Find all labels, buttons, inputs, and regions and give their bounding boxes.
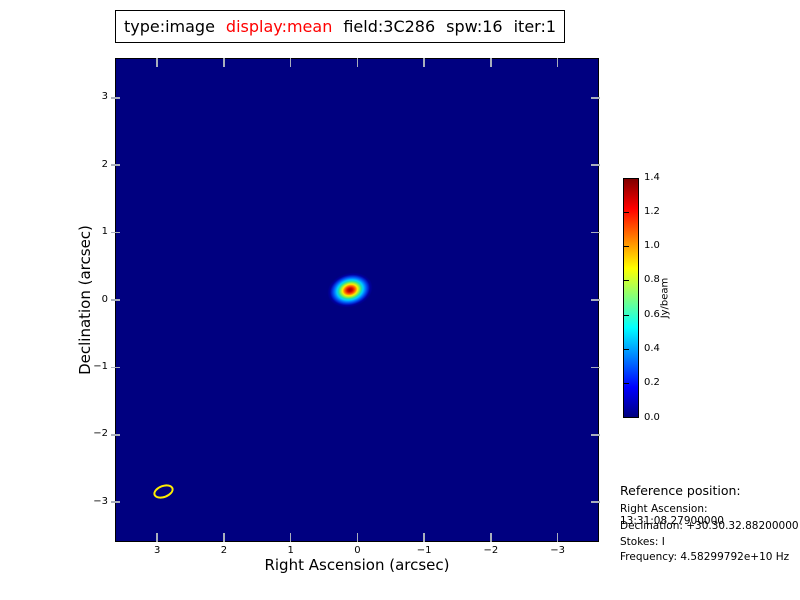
title-field: field:3C286 xyxy=(343,17,436,36)
title-iter: iter:1 xyxy=(513,17,557,36)
x-tick-mark-bottom xyxy=(289,533,292,542)
y-tick-mark-right xyxy=(591,366,600,369)
x-tick-mark-top xyxy=(423,58,425,67)
x-tick-label: 2 xyxy=(220,545,228,556)
beam-ellipse xyxy=(151,481,176,502)
x-tick-mark-bottom xyxy=(423,533,425,542)
colorbar-tick-label: 1.4 xyxy=(644,171,660,183)
x-axis-label: Right Ascension (arcsec) xyxy=(264,556,450,574)
y-tick-mark-left xyxy=(111,164,120,166)
source-blob-3c286 xyxy=(323,267,377,313)
colorbar-tick-label: 1.0 xyxy=(644,240,660,252)
colorbar-tick-mark xyxy=(624,383,629,385)
colorbar-tick-mark xyxy=(624,280,629,282)
title-display: display:mean xyxy=(225,17,333,36)
y-tick-mark-right xyxy=(591,299,600,301)
plot-title-box: type:image display:mean field:3C286 spw:… xyxy=(115,10,565,43)
reference-right-ascension: Right Ascension: 13:31:08.27900000 xyxy=(620,503,724,527)
x-tick-mark-top xyxy=(356,58,359,67)
colorbar-tick-mark xyxy=(624,348,629,351)
x-tick-mark-bottom xyxy=(156,533,158,542)
colorbar-unit-label: Jy/beam xyxy=(659,277,671,319)
reference-position-heading: Reference position: xyxy=(620,483,741,498)
colorbar-tick-mark xyxy=(624,314,629,316)
x-tick-mark-top xyxy=(156,58,158,67)
colorbar-tick-label: 0.0 xyxy=(644,411,660,423)
x-tick-mark-bottom xyxy=(556,533,559,542)
colorbar-tick-label: 0.8 xyxy=(644,274,660,286)
x-tick-mark-top xyxy=(289,58,292,67)
reference-frequency: Frequency: 4.58299792e+10 Hz xyxy=(620,551,790,563)
reference-declination: Declination: +30.30.32.88200000 xyxy=(620,520,799,532)
title-type: type:image xyxy=(123,17,215,36)
x-tick-mark-top xyxy=(556,58,559,67)
y-tick-label: 2 xyxy=(101,158,108,170)
y-tick-mark-left xyxy=(111,299,120,301)
y-tick-label: 1 xyxy=(101,226,108,238)
colorbar xyxy=(623,178,639,418)
y-tick-mark-right xyxy=(591,164,600,166)
x-tick-label: 3 xyxy=(153,545,161,556)
y-tick-mark-left xyxy=(111,434,120,436)
x-tick-label: 0 xyxy=(354,545,361,556)
y-tick-mark-left xyxy=(111,97,120,99)
y-tick-label: 3 xyxy=(101,91,108,103)
y-tick-mark-right xyxy=(591,434,600,436)
y-tick-mark-right xyxy=(591,97,600,99)
y-tick-mark-left xyxy=(111,366,120,369)
colorbar-tick-label: 0.4 xyxy=(644,342,660,354)
x-tick-mark-top xyxy=(490,58,492,67)
colorbar-tick-mark xyxy=(624,245,629,248)
x-tick-mark-top xyxy=(223,58,225,67)
y-tick-mark-left xyxy=(111,501,120,503)
reference-stokes: Stokes: I xyxy=(620,536,665,548)
x-tick-mark-bottom xyxy=(490,533,492,542)
y-tick-mark-right xyxy=(591,231,600,234)
x-tick-mark-bottom xyxy=(356,533,359,542)
image-plot-area[interactable] xyxy=(115,58,599,542)
x-tick-label: −3 xyxy=(550,545,566,556)
y-tick-mark-left xyxy=(111,231,120,234)
x-tick-label: −2 xyxy=(483,545,499,556)
x-tick-mark-bottom xyxy=(223,533,225,542)
y-tick-label: −3 xyxy=(93,495,108,507)
y-tick-mark-right xyxy=(591,501,600,503)
x-tick-label: −1 xyxy=(416,545,432,556)
title-spw: spw:16 xyxy=(446,17,503,36)
y-tick-label: −1 xyxy=(93,360,108,372)
colorbar-tick-mark xyxy=(624,211,629,213)
x-tick-label: 1 xyxy=(287,545,294,556)
y-tick-label: −2 xyxy=(93,428,108,440)
colorbar-tick-label: 1.2 xyxy=(644,205,660,217)
colorbar-tick-label: 0.6 xyxy=(644,308,660,320)
y-tick-label: 0 xyxy=(101,293,108,305)
colorbar-tick-label: 0.2 xyxy=(644,377,660,389)
